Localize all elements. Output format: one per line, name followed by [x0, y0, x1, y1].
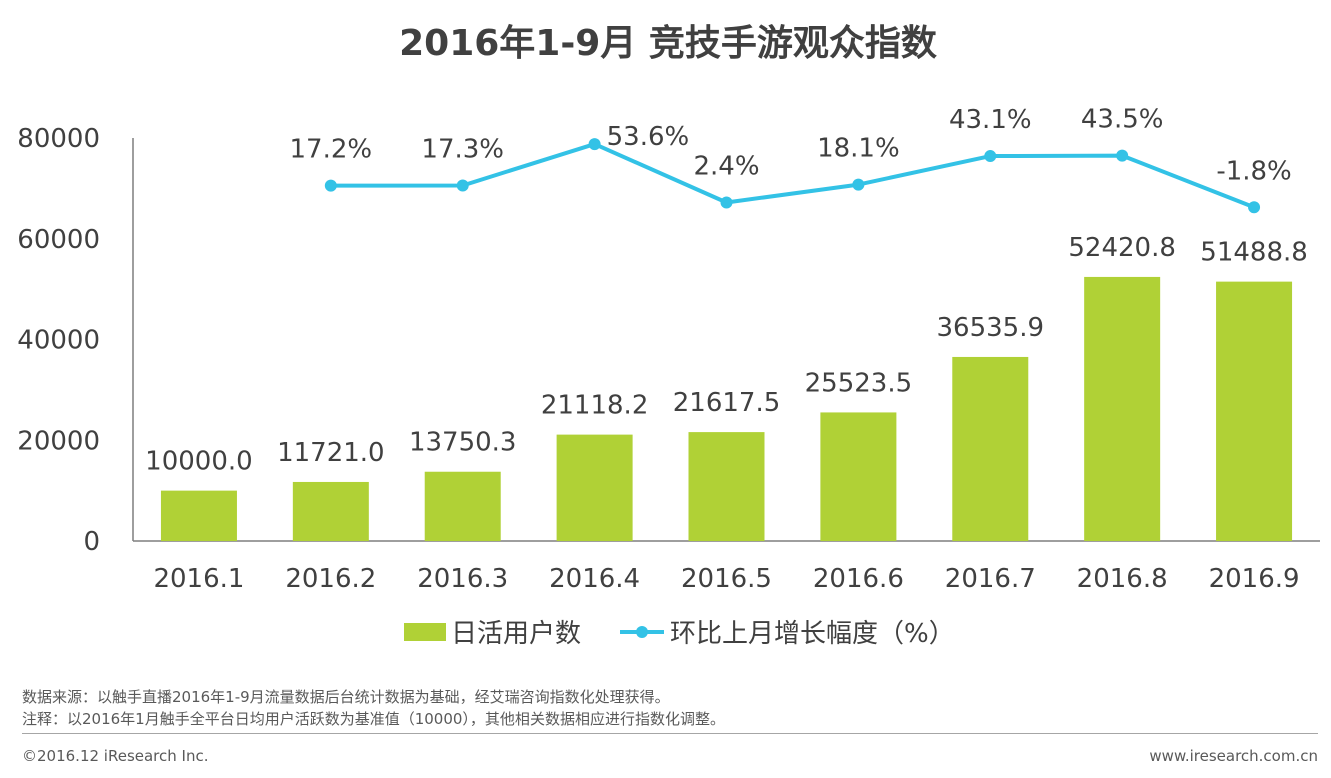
bar — [424, 471, 501, 541]
line-labels: 17.2% 17.3% 53.6%2.4% 18.1% 43.1% 43.5% -1.8% — [290, 105, 1292, 187]
bar — [160, 490, 237, 541]
legend-label-bar: 日活用户数 — [451, 619, 581, 649]
x-tick-label: 2016.6 — [813, 564, 904, 594]
line-point — [588, 138, 601, 151]
footer-divider — [22, 733, 1318, 734]
x-tick-label: 2016.1 — [153, 564, 244, 594]
bar-value-label: 52420.8 — [1068, 233, 1176, 263]
bar — [820, 412, 897, 541]
y-tick-label: 60000 — [17, 225, 100, 255]
bar — [952, 356, 1029, 541]
line-value-label: 2.4% — [693, 152, 759, 182]
legend-marker-line — [636, 626, 648, 638]
bar-value-label: 36535.9 — [937, 313, 1045, 343]
line-value-label: -1.8% — [1216, 156, 1291, 186]
x-tick-label: 2016.7 — [945, 564, 1036, 594]
bar — [688, 432, 765, 541]
y-tick-label: 20000 — [17, 426, 100, 456]
line-value-label: 17.2% — [290, 135, 373, 165]
x-axis: 2016.1 2016.2 2016.3 2016.4 2016.5 2016.6 2016… — [133, 540, 1320, 594]
line-point — [720, 196, 733, 209]
legend-swatch-bar — [404, 623, 446, 641]
bar — [1216, 281, 1293, 541]
y-tick-label: 40000 — [17, 326, 100, 356]
line-point — [1116, 149, 1129, 162]
bar — [556, 434, 633, 541]
line-series — [324, 138, 1261, 214]
line-value-label: 17.3% — [421, 134, 504, 164]
bar — [292, 481, 369, 541]
remark-note: 注释：以2016年1月触手全平台日均用户活跃数为基准值（10000），其他相关数… — [22, 710, 725, 728]
x-tick-label: 2016.2 — [285, 564, 376, 594]
y-tick-label: 80000 — [17, 124, 100, 154]
bar-value-label: 10000.0 — [145, 447, 253, 477]
line-point — [984, 150, 997, 163]
line-point — [1248, 201, 1261, 214]
bar-labels: 10000.0 11721.0 13750.3 21118.2 21617.5 25523… — [145, 233, 1308, 477]
bar-series — [160, 276, 1293, 541]
x-tick-label: 2016.8 — [1077, 564, 1168, 594]
line-value-label: 18.1% — [817, 134, 900, 164]
x-tick-label: 2016.4 — [549, 564, 640, 594]
bar-value-label: 21617.5 — [673, 388, 781, 418]
line-path — [330, 142, 1255, 210]
source-note: 数据来源：以触手直播2016年1-9月流量数据后台统计数据为基础，经艾瑞咨询指数… — [22, 688, 670, 706]
y-axis: 0 20000 40000 60000 80000 — [17, 124, 134, 557]
line-value-label: 43.5% — [1081, 105, 1164, 135]
footer-website: www.iresearch.com.cn — [1149, 747, 1318, 765]
line-value-label: 53.6% — [607, 122, 690, 152]
line-point — [456, 179, 469, 192]
x-tick-label: 2016.3 — [417, 564, 508, 594]
x-tick-label: 2016.5 — [681, 564, 772, 594]
chart: 2016年1-9月 竞技手游观众指数 0 20000 40000 60000 80000… — [17, 23, 1320, 649]
y-tick-label: 0 — [83, 527, 100, 557]
bar-value-label: 21118.2 — [541, 391, 649, 421]
bar-value-label: 51488.8 — [1200, 238, 1308, 268]
bar-value-label: 11721.0 — [277, 438, 385, 468]
bar-value-label: 13750.3 — [409, 428, 517, 458]
x-tick-label: 2016.9 — [1209, 564, 1300, 594]
footer-copyright: ©2016.12 iResearch Inc. — [22, 747, 209, 765]
line-point — [324, 179, 337, 192]
bar-value-label: 25523.5 — [805, 368, 913, 398]
legend-label-line: 环比上月增长幅度（%） — [670, 619, 955, 649]
line-value-label: 43.1% — [949, 105, 1032, 135]
bar — [1084, 276, 1161, 541]
line-point — [852, 178, 865, 191]
chart-title: 2016年1-9月 竞技手游观众指数 — [399, 23, 937, 64]
legend: 日活用户数 环比上月增长幅度（%） — [404, 619, 955, 649]
